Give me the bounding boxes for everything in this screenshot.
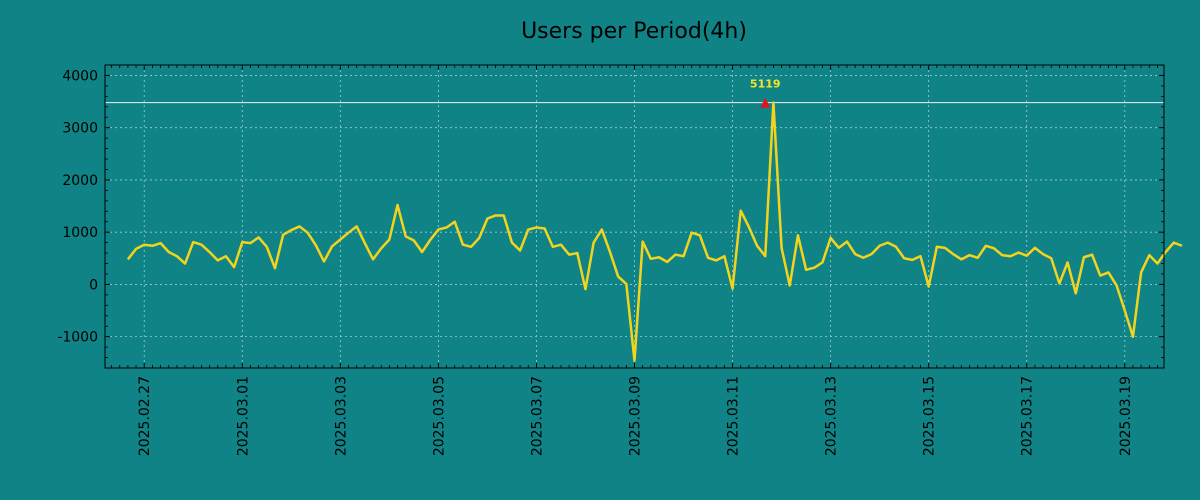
y-tick-label: 3000: [62, 121, 98, 137]
grid: [105, 65, 1164, 368]
x-tick-label: 2025.03.05: [431, 376, 447, 456]
peak-label: 5119: [750, 78, 781, 91]
chart-title: Users per Period(4h): [521, 19, 747, 44]
x-tick-label: 2025.03.15: [922, 376, 938, 456]
x-tick-label: 2025.03.19: [1118, 376, 1134, 456]
x-tick-label: 2025.03.07: [529, 376, 545, 456]
series-line: [126, 101, 1183, 362]
y-tick-label: 1000: [62, 225, 98, 241]
x-axis: 2025.02.27 2025.03.01 2025.03.03 2025.03.05…: [111, 65, 1158, 456]
x-tick-label: 2025.03.01: [235, 376, 251, 456]
x-tick-label: 2025.03.11: [726, 376, 742, 456]
peak-group: 5119: [750, 78, 781, 108]
y-tick-label: 4000: [62, 68, 98, 84]
y-tick-label: 2000: [62, 173, 98, 189]
x-tick-label: 2025.03.13: [824, 376, 840, 456]
y-tick-label: 0: [89, 277, 98, 293]
y-tick-label: -1000: [57, 330, 98, 346]
peak-marker: [760, 97, 771, 108]
series-group: [126, 101, 1183, 362]
x-tick-label: 2025.03.09: [628, 376, 644, 456]
y-axis: -1000 0 1000 2000 3000 4000: [57, 64, 1164, 358]
x-tick-label: 2025.03.03: [333, 376, 349, 456]
x-tick-label: 2025.03.17: [1020, 376, 1036, 456]
x-tick-label: 2025.02.27: [137, 376, 153, 456]
